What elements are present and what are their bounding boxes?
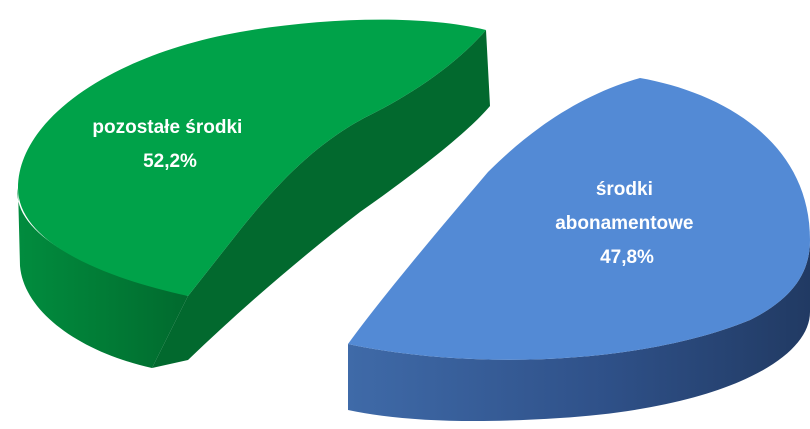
- slice-pozostale-srodki-side: [17, 188, 188, 368]
- slice-srodki-abonamentowe: [348, 78, 810, 422]
- slice-pozostale-srodki-name: pozostałe środki: [92, 117, 242, 138]
- slice-pozostale-srodki-value: 52,2%: [143, 151, 197, 172]
- slice-label-srodki-abonamentowe: środki abonamentowe 47,8%: [555, 179, 699, 268]
- slice-srodki-abonamentowe-value: 47,8%: [600, 247, 654, 268]
- slice-label-pozostale-srodki: pozostałe środki 52,2%: [92, 117, 247, 172]
- slice-srodki-abonamentowe-name-line2: abonamentowe: [555, 213, 693, 234]
- slice-srodki-abonamentowe-name-line1: środki: [596, 179, 653, 200]
- slice-pozostale-srodki-inner-side: [152, 30, 490, 368]
- slice-srodki-abonamentowe-side: [348, 240, 810, 422]
- slice-pozostale-srodki-top: [18, 19, 486, 296]
- slice-srodki-abonamentowe-top: [348, 78, 810, 360]
- slice-pozostale-srodki: [17, 19, 490, 368]
